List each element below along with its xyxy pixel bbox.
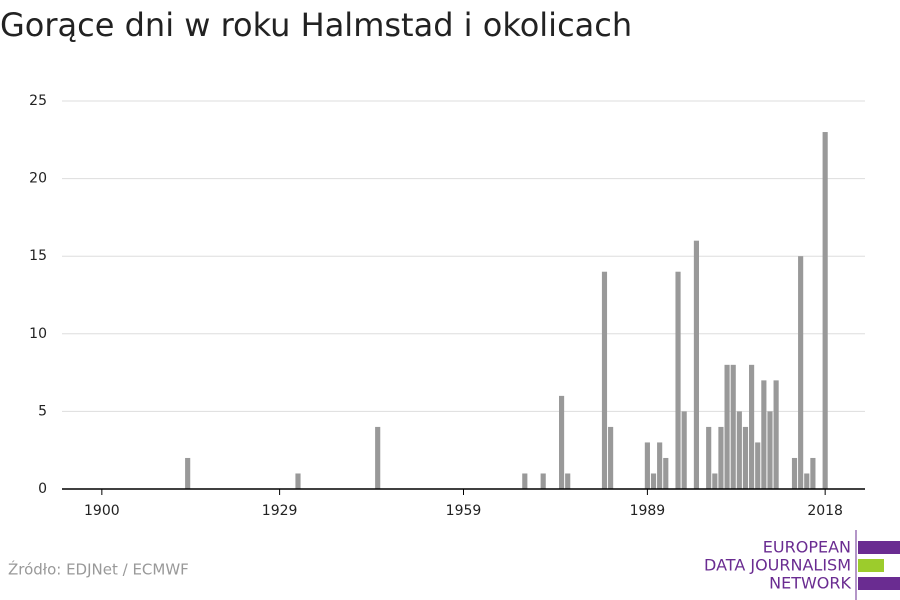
y-tick-label: 20 <box>29 171 47 187</box>
bar <box>706 426 712 489</box>
bar <box>185 457 191 489</box>
x-tick-label: 1900 <box>84 503 120 519</box>
bar <box>559 395 565 489</box>
bar <box>791 457 798 489</box>
bar <box>663 457 669 489</box>
x-tick-label: 1959 <box>446 503 482 519</box>
bar <box>540 473 546 489</box>
bar <box>681 411 687 489</box>
y-tick-label: 5 <box>38 403 47 419</box>
bar <box>730 364 736 489</box>
bar <box>601 271 608 489</box>
bar <box>773 380 779 489</box>
logo-bar <box>858 559 884 572</box>
chart-title: Gorące dni w roku Halmstad i okolicach <box>0 6 632 44</box>
bar <box>644 442 650 489</box>
bar <box>736 411 742 489</box>
bar <box>650 473 657 489</box>
logo-text: NETWORK <box>769 574 851 593</box>
bar <box>761 380 767 489</box>
bar <box>675 271 681 489</box>
bar <box>375 426 381 489</box>
bar <box>810 457 816 489</box>
bar <box>712 473 718 489</box>
y-tick-label: 10 <box>29 326 47 342</box>
bar <box>295 473 301 489</box>
bar <box>767 411 773 489</box>
x-tick-label: 1989 <box>630 503 666 519</box>
bar <box>822 132 828 490</box>
bar <box>742 426 749 489</box>
bar <box>755 442 761 489</box>
bar <box>608 426 614 489</box>
logo-text: DATA JOURNALISM <box>704 556 851 575</box>
logo-text: EUROPEAN <box>763 538 851 557</box>
bar <box>724 364 730 489</box>
y-tick-label: 25 <box>29 93 47 109</box>
bar <box>657 442 663 489</box>
logo-bar <box>858 577 900 590</box>
bar <box>565 473 571 489</box>
x-tick-label: 2018 <box>807 503 843 519</box>
y-tick-label: 0 <box>38 481 47 497</box>
bar <box>693 240 700 489</box>
logo-bar <box>858 541 900 554</box>
bar <box>522 473 528 489</box>
bar <box>718 426 724 489</box>
bar <box>804 473 810 489</box>
source: Źródło: EDJNet / ECMWF <box>8 560 189 579</box>
bar <box>749 364 755 489</box>
x-tick-label: 1929 <box>262 503 298 519</box>
bar <box>798 256 804 489</box>
y-tick-label: 15 <box>29 248 47 264</box>
